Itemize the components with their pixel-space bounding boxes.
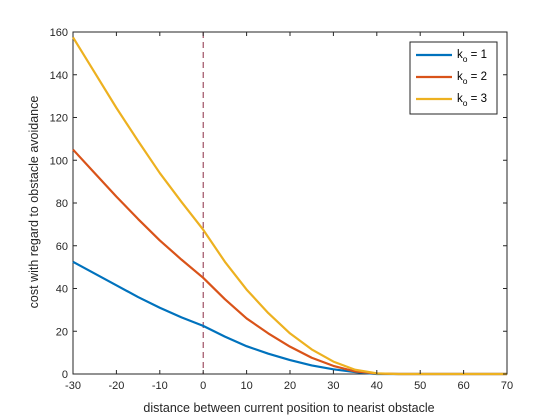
y-tick-label: 60 <box>56 241 68 253</box>
x-tick-label: 40 <box>371 380 383 392</box>
legend-entry-3: ko = 3 <box>457 93 487 108</box>
series-line-3 <box>72 36 507 376</box>
y-tick-label: 0 <box>62 369 68 381</box>
x-tick-label: -30 <box>65 380 81 392</box>
x-tick-label: 10 <box>240 380 252 392</box>
y-tick-label: 20 <box>56 326 68 338</box>
x-tick-label: 50 <box>414 380 426 392</box>
x-tick-label: 0 <box>200 380 206 392</box>
x-tick-label: -10 <box>152 380 168 392</box>
y-tick-label: 140 <box>50 70 68 82</box>
y-axis-label: cost with regard to obstacle avoidance <box>27 96 41 309</box>
legend-entry-2: ko = 2 <box>457 71 487 86</box>
x-axis-label: distance between current position to nea… <box>143 401 434 415</box>
x-tick-label: 20 <box>284 380 296 392</box>
y-tick-label: 120 <box>50 113 68 125</box>
x-tick-label: 70 <box>501 380 513 392</box>
y-tick-label: 100 <box>50 155 68 167</box>
y-tick-label: 40 <box>56 284 68 296</box>
x-tick-label: 30 <box>327 380 339 392</box>
x-tick-label: -20 <box>108 380 124 392</box>
legend: ko = 1 ko = 2 ko = 3 <box>409 41 498 115</box>
y-tick-label: 80 <box>56 198 68 210</box>
legend-entry-1: ko = 1 <box>457 49 487 64</box>
x-tick-label: 60 <box>457 380 469 392</box>
tick-labels: -30 -20 -10 0 10 20 30 40 50 60 70 0 20 40 60 80 100 120 1… <box>50 27 513 392</box>
y-tick-label: 160 <box>50 27 68 39</box>
